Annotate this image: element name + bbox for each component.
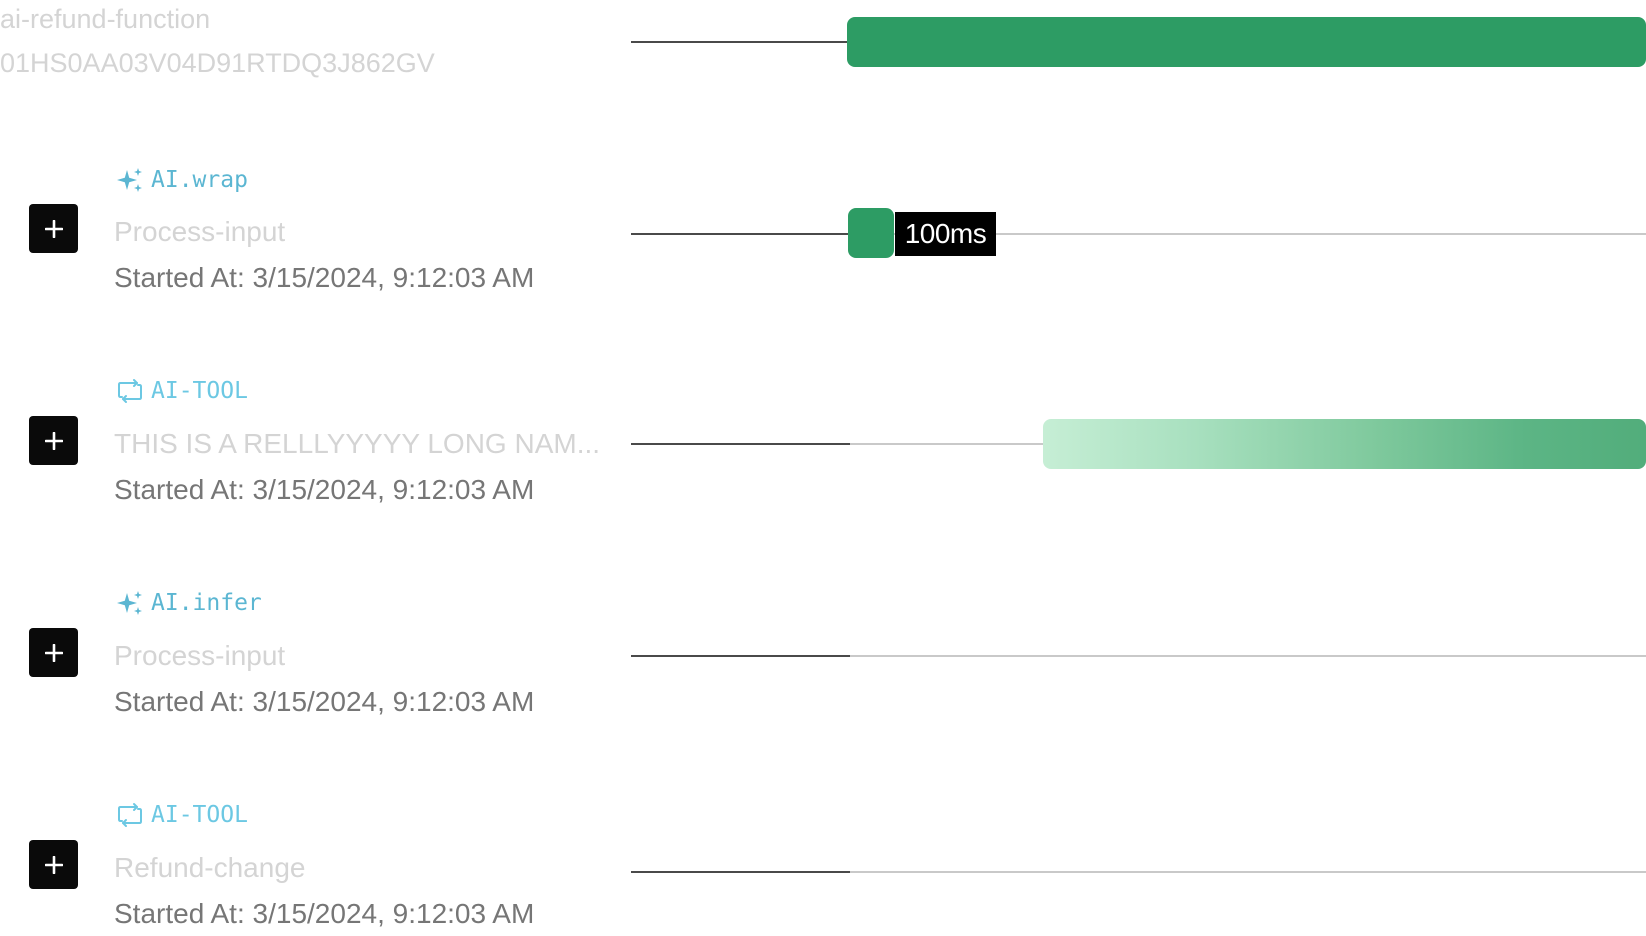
step-started-at: Started At: 3/15/2024, 9:12:03 AM — [114, 686, 535, 717]
step-kind: AI.wrap — [117, 167, 248, 193]
expand-button[interactable] — [29, 416, 78, 465]
step-kind-label: AI-TOOL — [151, 378, 248, 404]
step-kind-label: AI.wrap — [151, 167, 248, 193]
step-name: Process-input — [114, 640, 286, 671]
run-id: 01HS0AA03V04D91RTDQ3J862GV — [0, 48, 435, 78]
expand-button[interactable] — [29, 628, 78, 677]
step-started-at: Started At: 3/15/2024, 9:12:03 AM — [114, 474, 535, 505]
sparkles-icon — [117, 590, 143, 616]
timeline-track-remaining — [850, 655, 1646, 657]
plus-icon — [44, 643, 63, 662]
step-kind-label: AI.infer — [151, 590, 262, 616]
step-started-at: Started At: 3/15/2024, 9:12:03 AM — [114, 262, 535, 293]
timeline-track-root — [631, 41, 850, 43]
step-kind: AI.infer — [117, 590, 262, 616]
timeline-track — [631, 443, 850, 445]
run-name: ai-refund-function — [0, 4, 211, 34]
loop-icon — [117, 802, 143, 828]
step-kind: AI-TOOL — [117, 378, 248, 404]
timeline-track — [631, 655, 850, 657]
step-kind-label: AI-TOOL — [151, 802, 248, 828]
expand-button[interactable] — [29, 204, 78, 253]
timeline-track — [631, 233, 850, 235]
timeline-bar[interactable] — [1043, 419, 1646, 469]
plus-icon — [44, 855, 63, 874]
step-kind: AI-TOOL — [117, 802, 248, 828]
timeline-track-remaining — [850, 871, 1646, 873]
step-name: Process-input — [114, 216, 286, 247]
plus-icon — [44, 219, 63, 238]
timeline-track — [631, 871, 850, 873]
timeline-track-remaining — [850, 233, 1646, 235]
step-started-at: Started At: 3/15/2024, 9:12:03 AM — [114, 898, 535, 929]
timeline-bar[interactable] — [848, 208, 894, 258]
duration-tooltip: 100ms — [895, 212, 996, 256]
step-name: THIS IS A RELLLYYYYY LONG NAM... — [114, 428, 601, 459]
plus-icon — [44, 431, 63, 450]
expand-button[interactable] — [29, 840, 78, 889]
loop-icon — [117, 378, 143, 404]
step-name: Refund-change — [114, 852, 306, 883]
sparkles-icon — [117, 167, 143, 193]
timeline-bar-root[interactable] — [847, 17, 1646, 67]
